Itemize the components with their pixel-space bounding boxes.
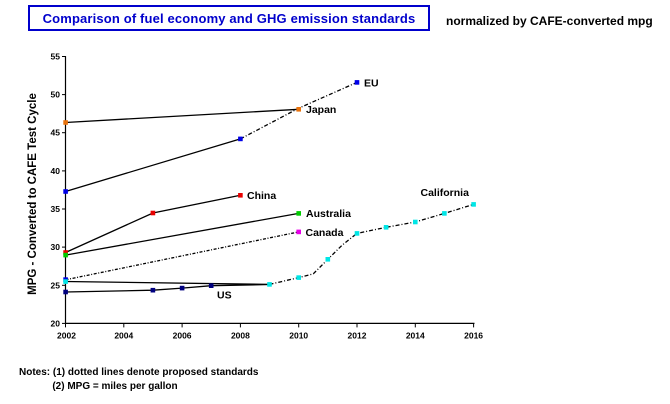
svg-text:California: California — [421, 187, 470, 199]
svg-text:China: China — [247, 190, 276, 202]
svg-text:2006: 2006 — [173, 331, 192, 341]
svg-text:2010: 2010 — [289, 331, 308, 341]
svg-text:25: 25 — [51, 280, 61, 290]
svg-text:40: 40 — [51, 166, 61, 176]
svg-text:20: 20 — [51, 318, 61, 328]
svg-text:2016: 2016 — [464, 331, 483, 341]
svg-text:50: 50 — [51, 90, 61, 100]
svg-text:30: 30 — [51, 242, 61, 252]
svg-text:35: 35 — [51, 204, 61, 214]
svg-text:Canada: Canada — [306, 227, 344, 239]
svg-text:Australia: Australia — [306, 208, 351, 220]
svg-text:2012: 2012 — [348, 331, 367, 341]
svg-text:2002: 2002 — [57, 331, 76, 341]
svg-text:55: 55 — [51, 52, 61, 62]
svg-text:2014: 2014 — [406, 331, 425, 341]
svg-text:45: 45 — [51, 128, 61, 138]
svg-text:MPG - Converted to CAFE Test C: MPG - Converted to CAFE Test Cycle — [27, 93, 39, 295]
svg-text:EU: EU — [364, 78, 379, 90]
svg-text:US: US — [217, 290, 232, 302]
svg-text:Japan: Japan — [306, 104, 336, 116]
svg-text:2004: 2004 — [114, 331, 133, 341]
svg-text:2008: 2008 — [231, 331, 250, 341]
